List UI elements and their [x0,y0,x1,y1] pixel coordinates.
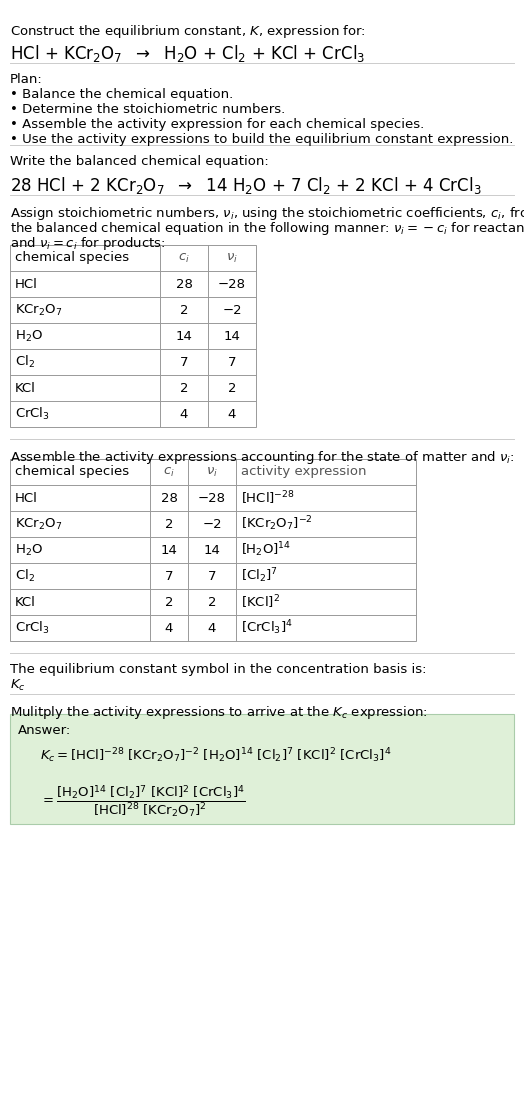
Text: [H$_2$O]$^{14}$: [H$_2$O]$^{14}$ [241,541,291,559]
Text: chemical species: chemical species [15,251,129,264]
Text: −2: −2 [222,304,242,317]
Text: the balanced chemical equation in the following manner: $\nu_i = -c_i$ for react: the balanced chemical equation in the fo… [10,220,524,237]
Text: Assign stoichiometric numbers, $\nu_i$, using the stoichiometric coefficients, $: Assign stoichiometric numbers, $\nu_i$, … [10,205,524,222]
Text: • Balance the chemical equation.: • Balance the chemical equation. [10,88,233,101]
Text: $\nu_i$: $\nu_i$ [226,251,238,264]
Text: Assemble the activity expressions accounting for the state of matter and $\nu_i$: Assemble the activity expressions accoun… [10,449,515,466]
Text: • Assemble the activity expression for each chemical species.: • Assemble the activity expression for e… [10,118,424,131]
Text: $K_c$: $K_c$ [10,678,26,693]
Text: H$_2$O: H$_2$O [15,328,43,343]
Text: KCr$_2$O$_7$: KCr$_2$O$_7$ [15,303,62,317]
Text: −2: −2 [202,518,222,531]
Text: and $\nu_i = c_i$ for products:: and $\nu_i = c_i$ for products: [10,235,166,252]
Text: 7: 7 [208,569,216,583]
Text: • Determine the stoichiometric numbers.: • Determine the stoichiometric numbers. [10,103,285,116]
Text: [CrCl$_3$]$^{4}$: [CrCl$_3$]$^{4}$ [241,619,293,637]
Text: 14: 14 [176,329,192,342]
Text: [KCl]$^{2}$: [KCl]$^{2}$ [241,593,280,611]
Text: 4: 4 [165,622,173,634]
Text: 7: 7 [228,355,236,369]
Bar [10,245,256,427]
Text: H$_2$O: H$_2$O [15,542,43,557]
Text: 14: 14 [160,543,178,556]
Text: 14: 14 [203,543,221,556]
Text: HCl: HCl [15,491,38,505]
Text: chemical species: chemical species [15,465,129,478]
Text: KCr$_2$O$_7$: KCr$_2$O$_7$ [15,517,62,532]
Text: 28: 28 [160,491,178,505]
Text: KCl: KCl [15,382,36,395]
Text: [Cl$_2$]$^{7}$: [Cl$_2$]$^{7}$ [241,567,278,586]
Text: 2: 2 [208,596,216,609]
Text: Write the balanced chemical equation:: Write the balanced chemical equation: [10,155,269,168]
Text: 2: 2 [228,382,236,395]
Text: KCl: KCl [15,596,36,609]
FancyBboxPatch shape [10,714,514,824]
Text: 28: 28 [176,278,192,291]
Text: CrCl$_3$: CrCl$_3$ [15,620,50,636]
Text: The equilibrium constant symbol in the concentration basis is:: The equilibrium constant symbol in the c… [10,663,427,676]
Text: 2: 2 [165,518,173,531]
Text: Construct the equilibrium constant, $K$, expression for:: Construct the equilibrium constant, $K$,… [10,23,366,39]
Text: 14: 14 [224,329,241,342]
Text: CrCl$_3$: CrCl$_3$ [15,406,50,422]
Text: 2: 2 [180,382,188,395]
Text: [KCr$_2$O$_7$]$^{-2}$: [KCr$_2$O$_7$]$^{-2}$ [241,514,313,533]
Text: activity expression: activity expression [241,465,366,478]
Text: −28: −28 [198,491,226,505]
Text: HCl + KCr$_2$O$_7$  $\rightarrow$  H$_2$O + Cl$_2$ + KCl + CrCl$_3$: HCl + KCr$_2$O$_7$ $\rightarrow$ H$_2$O … [10,43,365,64]
Text: HCl: HCl [15,278,38,291]
Text: Plan:: Plan: [10,73,43,86]
Text: −28: −28 [218,278,246,291]
Text: 4: 4 [208,622,216,634]
Text: Mulitply the activity expressions to arrive at the $K_c$ expression:: Mulitply the activity expressions to arr… [10,704,428,721]
Text: $c_i$: $c_i$ [178,251,190,264]
Text: Answer:: Answer: [18,724,71,737]
Text: $\nu_i$: $\nu_i$ [206,465,218,478]
Bar [10,459,416,641]
Text: 7: 7 [180,355,188,369]
Text: $K_c = \mathrm{[HCl]}^{-28}\ \mathrm{[KCr_2O_7]}^{-2}\ \mathrm{[H_2O]}^{14}\ \ma: $K_c = \mathrm{[HCl]}^{-28}\ \mathrm{[KC… [40,746,391,765]
Text: Cl$_2$: Cl$_2$ [15,354,35,370]
Text: 28 HCl + 2 KCr$_2$O$_7$  $\rightarrow$  14 H$_2$O + 7 Cl$_2$ + 2 KCl + 4 CrCl$_3: 28 HCl + 2 KCr$_2$O$_7$ $\rightarrow$ 14… [10,176,482,196]
Text: 4: 4 [228,407,236,420]
Text: $c_i$: $c_i$ [163,465,175,478]
Text: [HCl]$^{-28}$: [HCl]$^{-28}$ [241,489,295,507]
Text: 7: 7 [165,569,173,583]
Text: Cl$_2$: Cl$_2$ [15,568,35,584]
Text: 2: 2 [165,596,173,609]
Text: 2: 2 [180,304,188,317]
Text: 4: 4 [180,407,188,420]
Text: • Use the activity expressions to build the equilibrium constant expression.: • Use the activity expressions to build … [10,133,514,146]
Text: $= \dfrac{\mathrm{[H_2O]}^{14}\ \mathrm{[Cl_2]}^{7}\ \mathrm{[KCl]}^{2}\ \mathrm: $= \dfrac{\mathrm{[H_2O]}^{14}\ \mathrm{… [40,784,246,821]
